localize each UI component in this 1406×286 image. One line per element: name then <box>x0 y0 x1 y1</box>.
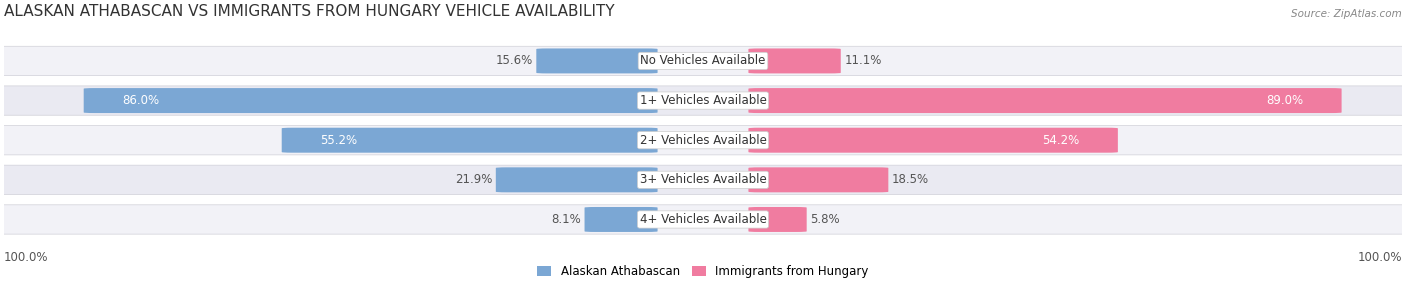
Text: 5.8%: 5.8% <box>810 213 839 226</box>
Text: 4+ Vehicles Available: 4+ Vehicles Available <box>640 213 766 226</box>
Text: 18.5%: 18.5% <box>891 173 929 186</box>
FancyBboxPatch shape <box>748 88 1341 113</box>
Text: 11.1%: 11.1% <box>844 54 882 67</box>
FancyBboxPatch shape <box>748 167 889 192</box>
Text: No Vehicles Available: No Vehicles Available <box>640 54 766 67</box>
Text: 8.1%: 8.1% <box>551 213 581 226</box>
FancyBboxPatch shape <box>0 205 1406 234</box>
Text: ALASKAN ATHABASCAN VS IMMIGRANTS FROM HUNGARY VEHICLE AVAILABILITY: ALASKAN ATHABASCAN VS IMMIGRANTS FROM HU… <box>4 4 614 19</box>
Legend: Alaskan Athabascan, Immigrants from Hungary: Alaskan Athabascan, Immigrants from Hung… <box>533 261 873 283</box>
Text: 100.0%: 100.0% <box>4 251 49 264</box>
FancyBboxPatch shape <box>0 165 1406 194</box>
Text: 54.2%: 54.2% <box>1042 134 1080 147</box>
FancyBboxPatch shape <box>748 48 841 74</box>
FancyBboxPatch shape <box>496 167 658 192</box>
Text: 100.0%: 100.0% <box>1357 251 1402 264</box>
FancyBboxPatch shape <box>585 207 658 232</box>
Text: 15.6%: 15.6% <box>495 54 533 67</box>
FancyBboxPatch shape <box>84 88 658 113</box>
FancyBboxPatch shape <box>0 86 1406 115</box>
Text: 3+ Vehicles Available: 3+ Vehicles Available <box>640 173 766 186</box>
Text: 1+ Vehicles Available: 1+ Vehicles Available <box>640 94 766 107</box>
FancyBboxPatch shape <box>748 128 1118 153</box>
Text: 21.9%: 21.9% <box>456 173 492 186</box>
FancyBboxPatch shape <box>281 128 658 153</box>
Text: 2+ Vehicles Available: 2+ Vehicles Available <box>640 134 766 147</box>
Text: 86.0%: 86.0% <box>122 94 159 107</box>
Text: 89.0%: 89.0% <box>1265 94 1303 107</box>
Text: Source: ZipAtlas.com: Source: ZipAtlas.com <box>1291 9 1402 19</box>
Text: 55.2%: 55.2% <box>321 134 357 147</box>
FancyBboxPatch shape <box>748 207 807 232</box>
FancyBboxPatch shape <box>536 48 658 74</box>
FancyBboxPatch shape <box>0 126 1406 155</box>
FancyBboxPatch shape <box>0 46 1406 76</box>
